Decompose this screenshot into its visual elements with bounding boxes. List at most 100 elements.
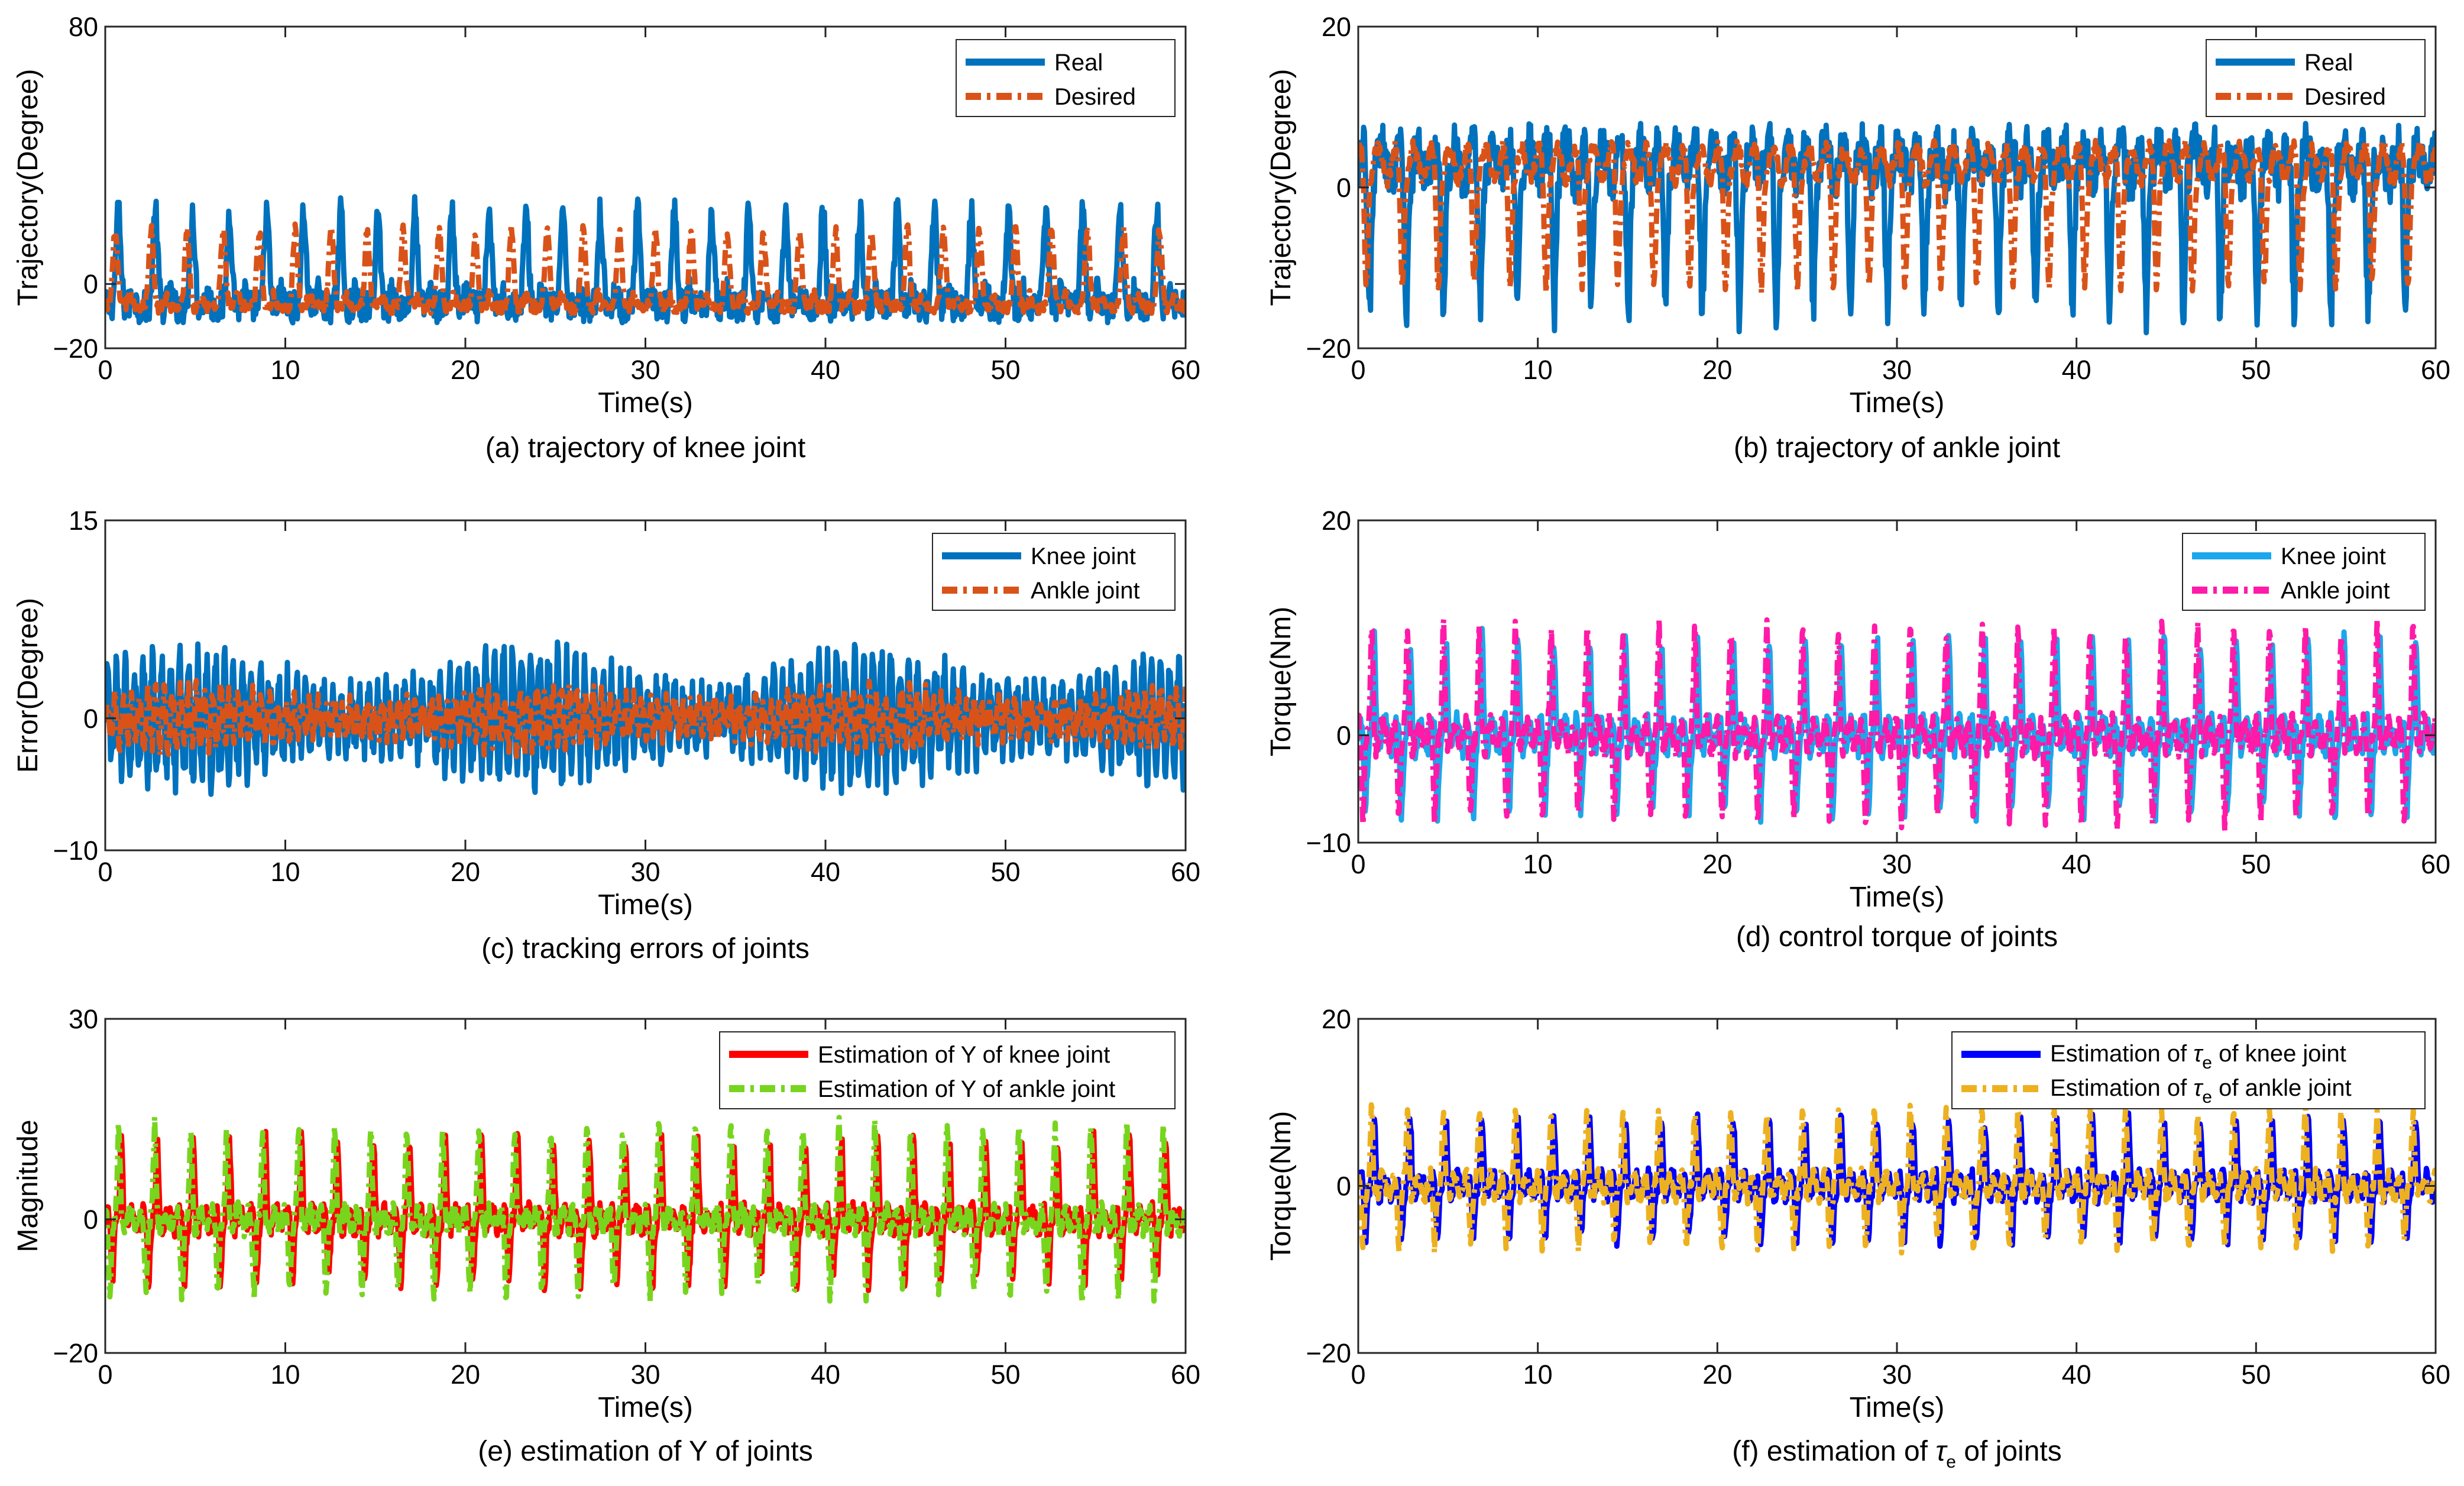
x-tick-label: 50 (2241, 849, 2271, 879)
legend-label: Ankle joint (1031, 578, 1140, 604)
x-tick-label: 60 (1171, 857, 1200, 887)
y-axis-label: Torque(Nm) (1265, 1111, 1297, 1261)
legend: Real Desired (2206, 39, 2426, 117)
x-axis-label: Time(s) (1850, 1392, 1945, 1423)
x-tick-label: 10 (270, 857, 300, 887)
y-tick-label: 0 (83, 704, 98, 734)
series-line-d-1 (1358, 616, 2436, 834)
y-tick-label: 20 (1322, 12, 1351, 42)
x-tick-label: 20 (1702, 1359, 1732, 1390)
y-tick-label: −10 (53, 836, 98, 866)
y-tick-label: 20 (1322, 506, 1351, 536)
legend-label: Desired (2304, 84, 2386, 110)
legend-label: Desired (1054, 84, 1136, 110)
x-tick-label: 60 (1171, 355, 1200, 385)
x-tick-label: 20 (1702, 355, 1732, 385)
legend-label: Ankle joint (2281, 578, 2390, 604)
y-tick-label: 15 (69, 506, 98, 536)
panel-d: 0 10 20 30 40 50 60−10020Time(s)Torque(Nm)(d) … (1265, 506, 2450, 953)
y-tick-label: 0 (1336, 720, 1351, 750)
x-tick-label: 40 (2062, 849, 2091, 879)
legend-label: Estimation of Y of ankle joint (818, 1076, 1115, 1102)
series-line-b-0 (1358, 121, 2436, 336)
x-tick-label: 0 (1351, 355, 1365, 385)
x-tick-label: 10 (270, 1359, 300, 1390)
x-tick-label: 0 (1351, 849, 1365, 879)
x-tick-label: 20 (1702, 849, 1732, 879)
y-axis-label: Torque(Nm) (1265, 607, 1297, 756)
x-tick-label: 30 (630, 1359, 660, 1390)
y-tick-label: 30 (69, 1004, 98, 1034)
x-tick-label: 50 (2241, 1359, 2271, 1390)
legend: Knee joint Ankle joint (932, 533, 1176, 611)
panel-caption: (c) tracking errors of joints (481, 933, 810, 964)
y-axis-label: Magnitude (12, 1119, 44, 1252)
x-tick-label: 0 (98, 355, 112, 385)
x-tick-label: 50 (990, 355, 1020, 385)
panel-caption: (d) control torque of joints (1736, 921, 2058, 953)
legend-label: Estimation of Y of knee joint (818, 1042, 1110, 1068)
legend-label: Real (2304, 50, 2353, 76)
x-tick-label: 30 (1882, 849, 1912, 879)
series-line-a-1 (105, 221, 1186, 316)
x-tick-label: 10 (1523, 849, 1553, 879)
x-tick-label: 0 (98, 1359, 112, 1390)
y-tick-label: 0 (1336, 173, 1351, 203)
x-tick-label: 60 (2421, 849, 2450, 879)
y-tick-label: −20 (53, 334, 98, 364)
x-tick-label: 10 (1523, 355, 1553, 385)
x-axis-label: Time(s) (1850, 882, 1945, 913)
y-axis-label: Trajectory(Degree) (12, 69, 44, 306)
legend: Real Desired (956, 39, 1176, 117)
x-tick-label: 40 (2062, 1359, 2091, 1390)
y-tick-label: −20 (1306, 1338, 1351, 1368)
panel-caption: (f) estimation of τe of joints (1732, 1436, 2062, 1472)
x-tick-label: 30 (630, 857, 660, 887)
y-axis-label: Trajectory(Degree) (1265, 69, 1297, 306)
legend-label: Estimation of τe of ankle joint (2050, 1075, 2352, 1107)
x-axis-label: Time(s) (1850, 387, 1945, 419)
x-tick-label: 20 (451, 1359, 480, 1390)
x-axis-label: Time(s) (598, 387, 693, 419)
x-tick-label: 20 (451, 857, 480, 887)
panel-caption: (b) trajectory of ankle joint (1734, 432, 2060, 464)
x-tick-label: 50 (990, 1359, 1020, 1390)
x-tick-label: 40 (811, 1359, 840, 1390)
x-tick-label: 50 (2241, 355, 2271, 385)
legend-label: Estimation of τe of knee joint (2050, 1041, 2346, 1073)
x-axis-label: Time(s) (598, 889, 693, 921)
legend: Knee joint Ankle joint (2182, 533, 2426, 611)
series-line-f-1 (1358, 1102, 2436, 1256)
y-tick-label: −10 (1306, 828, 1351, 858)
legend: Estimation of Y of knee joint Estimation … (719, 1031, 1176, 1109)
y-tick-label: 20 (1322, 1004, 1351, 1034)
x-tick-label: 60 (2421, 355, 2450, 385)
x-tick-label: 0 (1351, 1359, 1365, 1390)
series-line-e-1 (105, 1114, 1186, 1306)
y-tick-label: 0 (83, 1205, 98, 1235)
panel-a: 0 10 20 30 40 50 60−20080Time(s)Trajectory(Deg… (12, 12, 1200, 464)
x-tick-label: 0 (98, 857, 112, 887)
x-tick-label: 40 (811, 857, 840, 887)
x-axis-label: Time(s) (598, 1392, 693, 1423)
x-tick-label: 40 (2062, 355, 2091, 385)
legend-label: Real (1054, 50, 1103, 76)
panel-caption: (a) trajectory of knee joint (485, 432, 806, 464)
legend-label: Knee joint (1031, 543, 1136, 569)
legend-label: Knee joint (2281, 543, 2386, 569)
y-tick-label: 0 (1336, 1171, 1351, 1202)
x-tick-label: 60 (1171, 1359, 1200, 1390)
panel-f: 0 10 20 30 40 50 60−20020Time(s)Torque(Nm)(f) … (1265, 1004, 2450, 1472)
series-line-c-1 (105, 678, 1186, 759)
series-line-a-0 (105, 194, 1186, 326)
x-tick-label: 20 (451, 355, 480, 385)
x-tick-label: 50 (990, 857, 1020, 887)
x-tick-label: 60 (2421, 1359, 2450, 1390)
x-tick-label: 10 (1523, 1359, 1553, 1390)
y-tick-label: 80 (69, 12, 98, 42)
panel-c: 0 10 20 30 40 50 60−10015Time(s)Error(Degree)(… (12, 506, 1200, 964)
x-tick-label: 40 (811, 355, 840, 385)
x-tick-label: 30 (630, 355, 660, 385)
